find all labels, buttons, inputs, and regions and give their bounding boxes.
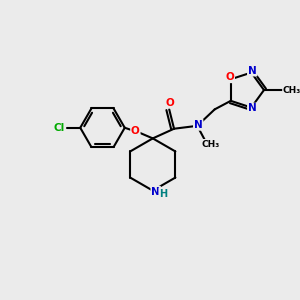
Text: N: N xyxy=(194,120,203,130)
Text: N: N xyxy=(248,103,256,113)
Text: O: O xyxy=(166,98,175,108)
Text: CH₃: CH₃ xyxy=(202,140,220,149)
Text: N: N xyxy=(248,66,256,76)
Text: CH₃: CH₃ xyxy=(283,85,300,94)
Text: O: O xyxy=(225,72,234,82)
Text: Cl: Cl xyxy=(53,123,64,133)
Text: O: O xyxy=(131,126,140,136)
Text: H: H xyxy=(159,188,167,199)
Text: N: N xyxy=(151,187,160,196)
